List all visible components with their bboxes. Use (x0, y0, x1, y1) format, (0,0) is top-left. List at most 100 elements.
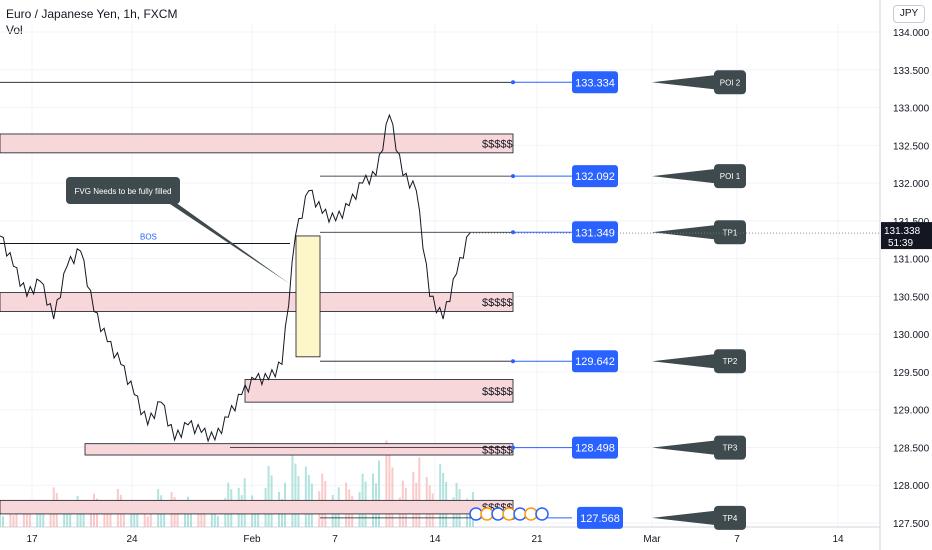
level-price-label: 129.642 (575, 356, 615, 368)
x-tick-label: 14 (832, 534, 844, 545)
volume-bar (210, 511, 213, 527)
level-price-badge (572, 350, 618, 373)
level-anchor-dot (511, 230, 515, 235)
level-price-badge (577, 506, 623, 529)
y-tick-label: 129.500 (893, 368, 930, 379)
volume-bar (143, 513, 146, 527)
callout-text: FVG Needs to be fully filled (75, 187, 172, 196)
price-line (0, 113, 471, 443)
fvg-box (295, 235, 321, 358)
volume-bar (130, 513, 133, 527)
instrument-title: Euro / Japanese Yen, 1h, FXCM (6, 7, 178, 21)
y-tick-label: 130.500 (893, 292, 930, 303)
current-price-badge (881, 222, 932, 250)
x-tick-label: 17 (26, 534, 38, 545)
volume-bar (9, 511, 12, 527)
x-tick-label: 24 (126, 534, 138, 545)
volume-bar (2, 516, 4, 527)
level-anchor-dot (511, 359, 515, 364)
target-label: POI 2 (720, 78, 741, 87)
liquidity-zone (84, 443, 514, 456)
event-marker-icon (535, 507, 549, 521)
target-arrow (652, 169, 714, 184)
level-anchor-dot (511, 445, 515, 450)
x-tick-label: Feb (243, 534, 261, 545)
target-label: TP4 (723, 514, 738, 523)
volume-bar (103, 505, 106, 527)
volume-bar (90, 505, 92, 527)
volume-bar (39, 507, 42, 527)
y-tick-label: 132.000 (893, 179, 930, 190)
volume-bar (0, 514, 1, 527)
target-arrow (652, 354, 714, 369)
level-price-badge (572, 221, 618, 244)
target-label: POI 1 (720, 172, 741, 181)
zone-label: $$$$$ (482, 444, 513, 456)
volume-bar (267, 465, 270, 527)
zone-label: $$$$$ (482, 138, 513, 150)
target-badge (714, 349, 746, 374)
target-label: TP1 (723, 228, 738, 237)
callout-pointer (170, 202, 290, 284)
y-tick-label: 128.500 (893, 443, 930, 454)
volume-bar (25, 505, 28, 527)
volume-bar (391, 467, 394, 527)
x-tick-label: Mar (643, 534, 661, 545)
target-label: TP2 (723, 357, 738, 366)
volume-bar (216, 516, 219, 527)
y-tick-label: 130.000 (893, 330, 930, 341)
volume-bar (439, 464, 442, 527)
target-arrow (652, 440, 714, 455)
x-tick-label: 7 (734, 534, 740, 545)
volume-bar (66, 509, 69, 527)
volume-bar (149, 510, 152, 527)
volume-bar (200, 509, 203, 527)
liquidity-zone (244, 379, 514, 403)
event-marker-icon (469, 507, 483, 521)
liquidity-zone (0, 133, 514, 154)
x-tick-label: 21 (531, 534, 543, 545)
volume-bar (385, 440, 388, 527)
volume-bar (412, 471, 415, 527)
volume-bar (294, 463, 297, 527)
target-badge (714, 220, 746, 245)
x-tick-label: 7 (332, 534, 338, 545)
target-badge (714, 164, 746, 189)
volume-bar (257, 505, 260, 527)
y-tick-label: 133.500 (893, 66, 930, 77)
zone-label: $$$$$ (482, 386, 513, 398)
volume-bar (304, 466, 307, 527)
y-tick-label: 132.500 (893, 141, 930, 152)
current-price-countdown: 51:39 (888, 238, 913, 249)
y-tick-label: 131.000 (893, 255, 930, 266)
volume-bar (28, 509, 31, 527)
chart-header: Euro / Japanese Yen, 1h, FXCM Vol (6, 6, 177, 38)
volume-label: Vol (6, 23, 23, 37)
volume-bar (82, 505, 85, 527)
volume-bar (15, 508, 18, 527)
level-price-badge (572, 71, 618, 94)
volume-bar (42, 510, 45, 527)
event-marker-icon (491, 507, 505, 521)
level-price-badge (572, 165, 618, 188)
level-anchor-dot (511, 174, 515, 179)
target-arrow (652, 510, 714, 525)
y-tick-label: 129.000 (893, 406, 930, 417)
zone-label: $$$$$ (482, 297, 513, 309)
volume-bar (12, 514, 15, 527)
volume-bar (106, 509, 109, 527)
level-price-label: 133.334 (575, 77, 615, 89)
callout-box (66, 177, 180, 204)
currency-button[interactable]: JPY (893, 5, 925, 23)
volume-bar (146, 516, 149, 527)
volume-bar (213, 513, 216, 527)
y-tick-label: 128.000 (893, 481, 930, 492)
target-badge (714, 435, 746, 460)
event-marker-icon (480, 507, 494, 521)
level-anchor-dot (511, 80, 515, 85)
y-tick-label: 127.500 (893, 519, 930, 530)
volume-bar (378, 460, 380, 527)
target-badge (714, 505, 746, 530)
